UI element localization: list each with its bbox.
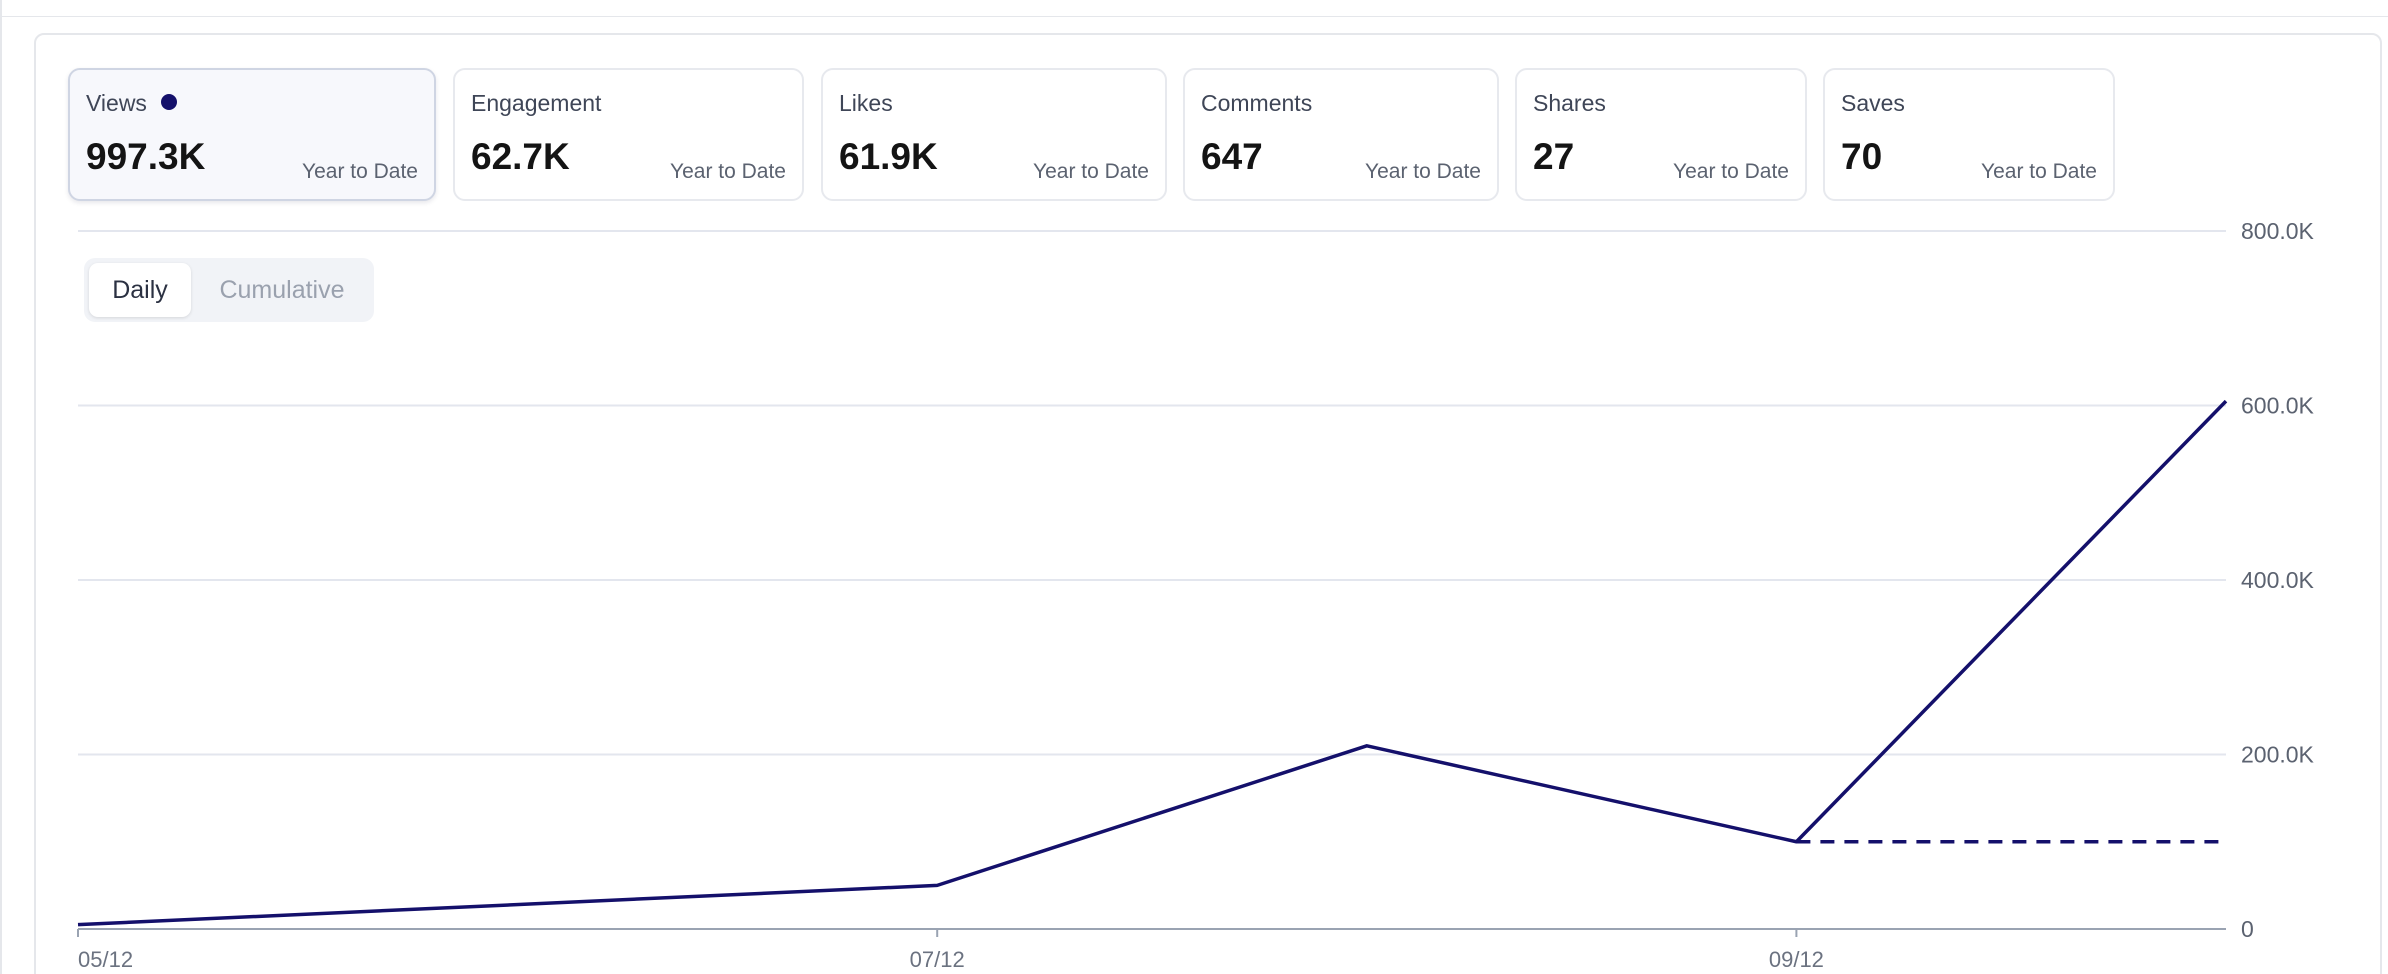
metric-value: 62.7K <box>471 136 570 177</box>
series-line-solid <box>77 399 2228 927</box>
x-tick-label: 09/12 <box>1769 947 1824 972</box>
metric-card-likes[interactable]: Likes 61.9K Year to Date <box>821 68 1167 201</box>
y-tick-label: 800.0K <box>2241 218 2315 244</box>
metric-value: 997.3K <box>86 136 206 177</box>
metric-card-comments[interactable]: Comments 647 Year to Date <box>1183 68 1499 201</box>
metric-label: Likes <box>839 90 893 116</box>
y-tick-label: 400.0K <box>2241 567 2315 593</box>
metric-card-views[interactable]: Views 997.3K Year to Date <box>68 68 436 201</box>
y-tick-label: 600.0K <box>2241 393 2315 419</box>
toggle-cumulative-button[interactable]: Cumulative <box>219 276 345 304</box>
metric-period: Year to Date <box>1033 160 1149 183</box>
x-tick-label: 07/12 <box>910 947 965 972</box>
metric-period: Year to Date <box>1981 160 2097 183</box>
metric-card-engagement[interactable]: Engagement 62.7K Year to Date <box>453 68 804 201</box>
metric-value: 27 <box>1533 136 1575 177</box>
y-tick-label: 0 <box>2241 916 2254 942</box>
metric-card-saves[interactable]: Saves 70 Year to Date <box>1823 68 2115 201</box>
y-tick-label: 200.0K <box>2241 742 2315 768</box>
metric-period: Year to Date <box>670 160 786 183</box>
metric-value: 647 <box>1201 136 1263 177</box>
toggle-daily-button[interactable]: Daily <box>89 263 191 317</box>
metric-period: Year to Date <box>1365 160 1481 183</box>
selected-series-dot-icon <box>161 94 177 110</box>
chart-mode-toggle: Daily Cumulative <box>84 258 374 322</box>
metric-value: 61.9K <box>839 136 938 177</box>
metric-label: Views <box>86 90 147 116</box>
metric-label: Shares <box>1533 90 1606 116</box>
top-divider <box>0 16 2388 17</box>
metric-label: Saves <box>1841 90 1905 116</box>
x-tick-label: 05/12 <box>78 947 133 972</box>
metric-card-shares[interactable]: Shares 27 Year to Date <box>1515 68 1807 201</box>
metric-period: Year to Date <box>1673 160 1789 183</box>
metric-label: Engagement <box>471 90 602 116</box>
metric-period: Year to Date <box>302 160 418 183</box>
left-edge-divider <box>0 0 2 974</box>
metric-label: Comments <box>1201 90 1313 116</box>
metric-value: 70 <box>1841 136 1883 177</box>
